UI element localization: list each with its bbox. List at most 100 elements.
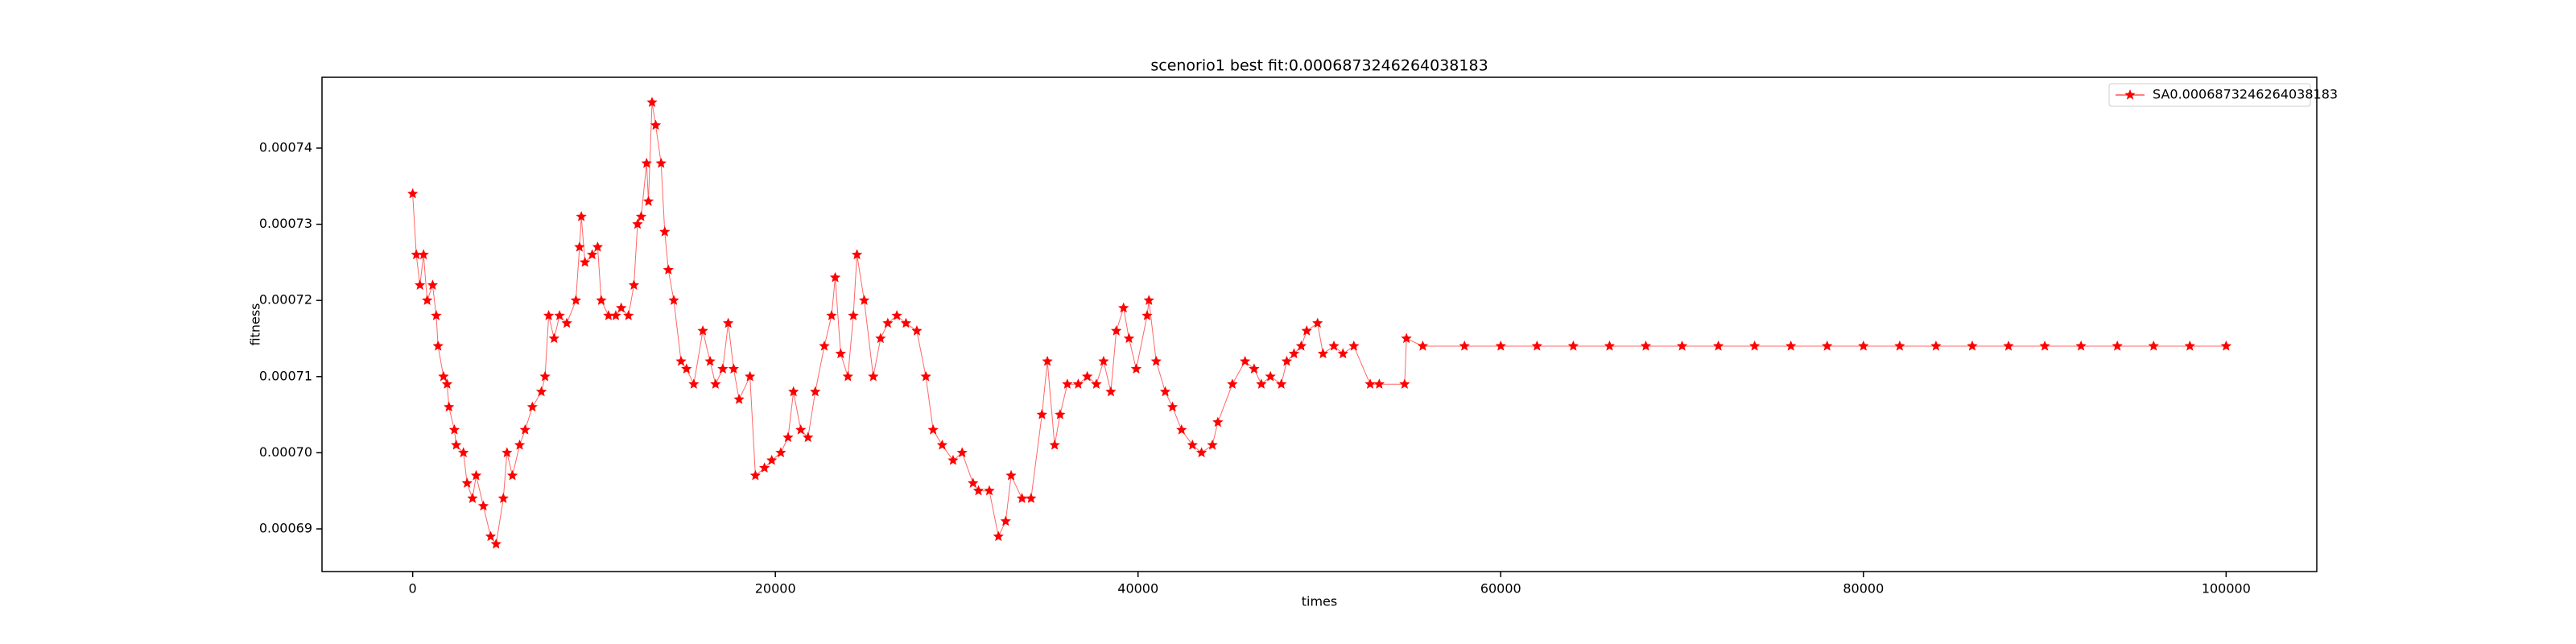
data-point: [1399, 378, 1410, 389]
data-point: [1317, 348, 1329, 359]
data-point: [579, 256, 591, 267]
data-point: [458, 447, 469, 458]
data-point: [733, 394, 745, 404]
data-point: [1072, 378, 1084, 389]
data-point: [587, 249, 598, 260]
legend: SA0.0006873246264038183: [2108, 83, 2338, 107]
x-tick-label: 20000: [755, 581, 796, 597]
data-point: [668, 295, 679, 305]
legend-label: SA0.0006873246264038183: [2153, 87, 2338, 102]
data-point: [448, 424, 460, 435]
data-point: [461, 477, 473, 488]
data-point: [697, 325, 708, 336]
data-point: [681, 363, 692, 374]
data-point: [642, 196, 654, 206]
data-point: [1256, 378, 1267, 389]
data-point: [1295, 340, 1307, 351]
data-point: [519, 424, 530, 435]
data-point: [427, 279, 439, 290]
data-point: [1930, 340, 1942, 351]
data-point: [438, 370, 449, 382]
data-point: [920, 370, 931, 382]
data-point: [2039, 340, 2050, 351]
data-point: [1176, 424, 1187, 435]
data-point: [858, 295, 870, 305]
y-tick-label: 0.00071: [259, 368, 312, 383]
data-point: [1081, 370, 1093, 382]
y-tick-label: 0.00073: [259, 216, 312, 231]
data-point: [1495, 340, 1506, 351]
data-point: [1459, 340, 1470, 351]
y-tick-label: 0.00072: [259, 292, 312, 308]
data-point: [722, 317, 734, 328]
data-point: [1265, 370, 1276, 382]
data-point: [936, 439, 948, 450]
data-point: [842, 370, 853, 382]
data-point: [1141, 310, 1153, 320]
data-point: [1328, 340, 1340, 351]
data-point: [819, 340, 830, 351]
data-point: [663, 264, 674, 275]
data-point: [1150, 355, 1162, 366]
data-point: [1207, 439, 1218, 450]
data-point: [1187, 439, 1198, 450]
data-point: [418, 249, 429, 260]
data-point: [1712, 340, 1724, 351]
data-point: [655, 157, 667, 168]
data-point: [875, 332, 886, 344]
data-point: [1123, 332, 1135, 344]
data-point: [561, 317, 572, 328]
data-point: [431, 310, 442, 320]
data-point: [826, 310, 837, 320]
data-point: [451, 439, 462, 450]
y-tick-label: 0.00069: [259, 521, 312, 536]
data-point: [635, 211, 647, 221]
data-point: [911, 325, 923, 336]
data-point: [1894, 340, 1905, 351]
data-point: [1036, 409, 1047, 419]
data-point: [407, 188, 419, 199]
data-point: [506, 469, 518, 481]
data-point: [1166, 401, 1179, 412]
data-point: [623, 310, 634, 320]
data-point: [868, 370, 879, 382]
data-point: [1288, 348, 1300, 359]
data-point: [2112, 340, 2123, 351]
data-point: [956, 447, 968, 458]
data-point: [610, 310, 621, 320]
data-point: [900, 317, 912, 328]
data-point: [1858, 340, 1869, 351]
y-tick-label: 0.00074: [259, 139, 312, 155]
data-point: [603, 310, 614, 320]
data-point: [1005, 469, 1017, 481]
data-point: [422, 295, 433, 305]
data-point: [1604, 340, 1616, 351]
data-point: [1249, 363, 1260, 374]
data-point: [688, 378, 700, 389]
data-point: [490, 538, 502, 549]
data-point: [526, 401, 538, 412]
data-point: [592, 241, 604, 252]
data-point: [803, 431, 814, 443]
data-point: [1785, 340, 1797, 351]
data-point: [414, 279, 426, 290]
x-axis-label: times: [1302, 594, 1337, 609]
data-point: [1348, 340, 1360, 351]
data-point: [1239, 355, 1251, 366]
data-point: [1118, 302, 1129, 313]
data-point: [710, 378, 721, 389]
data-point: [641, 157, 652, 168]
data-point: [441, 378, 453, 389]
data-point: [574, 241, 585, 252]
data-point: [1212, 416, 1224, 427]
legend-box: [2108, 83, 2311, 107]
x-tick-label: 80000: [1843, 581, 1884, 597]
data-point: [1337, 348, 1348, 359]
data-point: [632, 218, 643, 229]
data-point: [1373, 378, 1385, 389]
data-point: [829, 271, 841, 283]
data-point: [514, 439, 526, 450]
data-point: [1000, 515, 1011, 526]
